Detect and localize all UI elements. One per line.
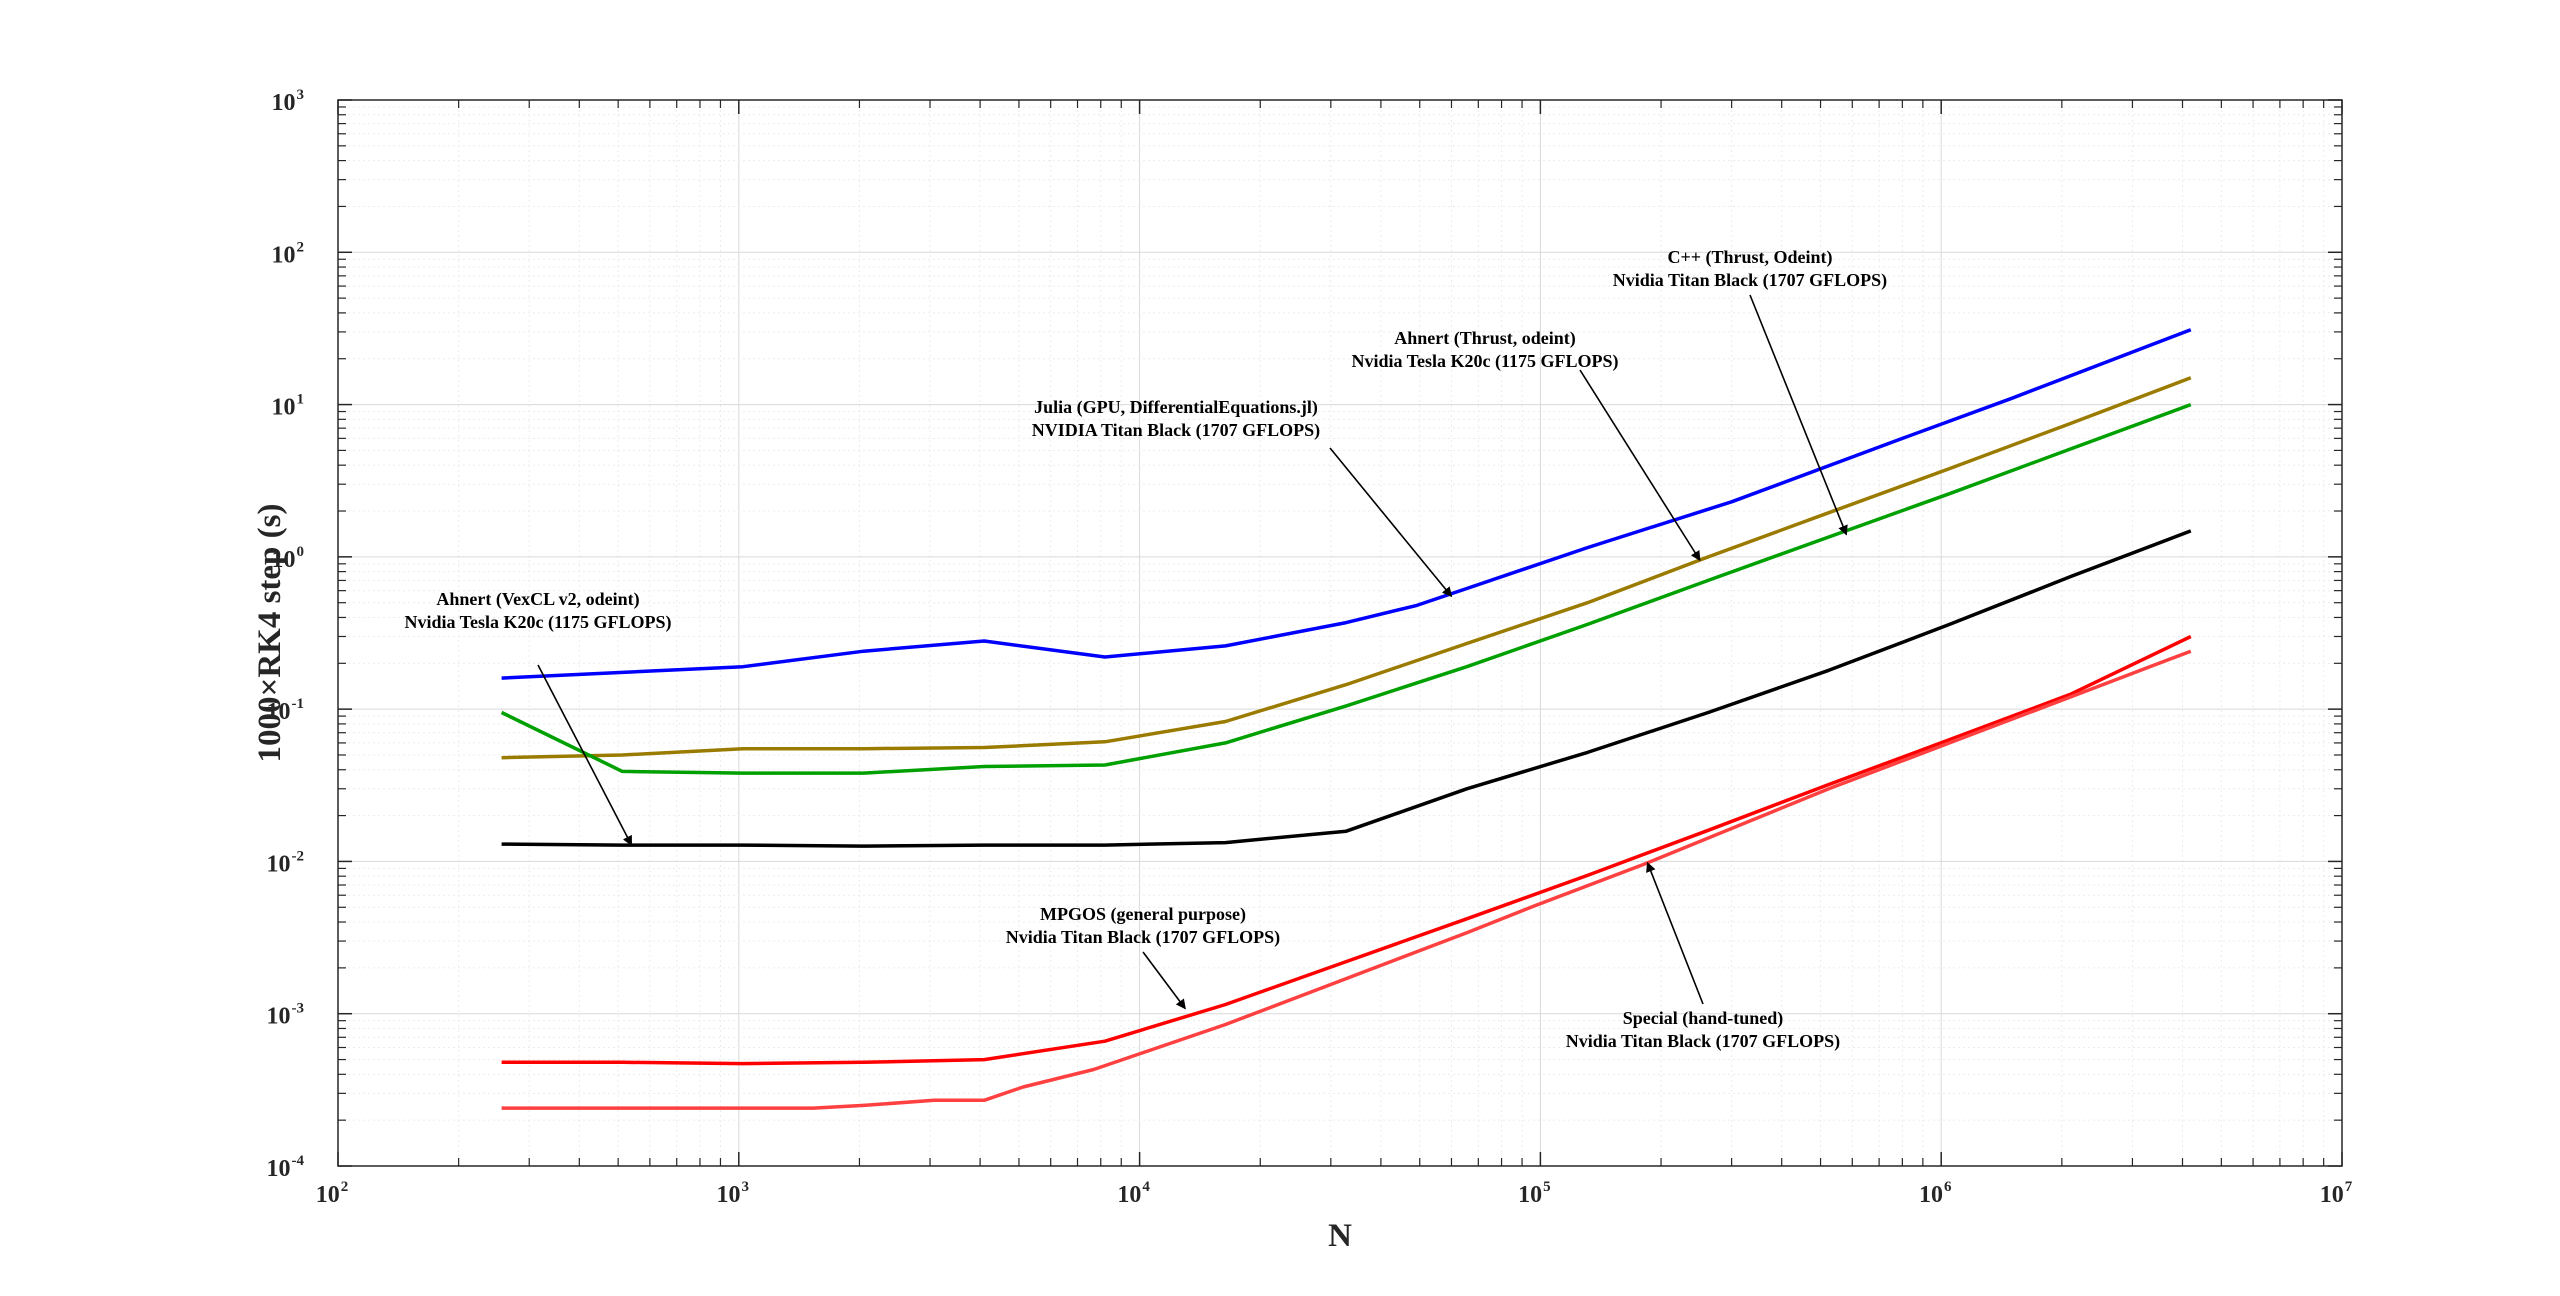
annotation-text: Julia (GPU, DifferentialEquations.jl) — [1034, 397, 1318, 418]
series-line-3 — [500, 402, 2192, 775]
grid — [338, 100, 2342, 1166]
series-line-4 — [501, 529, 2192, 848]
y-tick-label: 10-4 — [267, 1153, 305, 1182]
annotation-text: Nvidia Titan Black (1707 GFLOPS) — [1006, 927, 1280, 948]
y-tick-label: 102 — [272, 239, 305, 268]
series-layer — [500, 328, 2192, 1110]
annotation-text: C++ (Thrust, Odeint) — [1667, 247, 1832, 268]
annotation-arrow — [1579, 369, 1701, 562]
annotation-arrow — [1646, 861, 1704, 1005]
annotation-arrow — [1749, 294, 1848, 536]
annotation-text: Nvidia Titan Black (1707 GFLOPS) — [1566, 1031, 1840, 1052]
annotation-text: MPGOS (general purpose) — [1040, 904, 1246, 925]
series-line-1 — [501, 328, 2192, 680]
series-line-6 — [501, 649, 2192, 1110]
x-tick-label: 106 — [1919, 1179, 1952, 1208]
annotation-arrow — [537, 664, 633, 846]
plot-frame — [337, 99, 2343, 1167]
y-tick-label: 103 — [272, 87, 305, 116]
x-tick-label: 104 — [1117, 1179, 1150, 1208]
annotation-arrow — [1329, 447, 1453, 598]
y-axis-label: 1000×RK4 step (s) — [252, 504, 288, 763]
annotation-text: Nvidia Tesla K20c (1175 GFLOPS) — [404, 612, 671, 633]
annotations: C++ (Thrust, Odeint)Nvidia Titan Black (… — [404, 247, 1887, 1052]
x-tick-label: 103 — [717, 1179, 750, 1208]
annotation-text: Nvidia Titan Black (1707 GFLOPS) — [1613, 270, 1887, 291]
annotation-arrow — [1142, 951, 1186, 1010]
x-tick-label: 105 — [1518, 1179, 1551, 1208]
y-tick-label: 101 — [272, 392, 305, 421]
annotation-text: Nvidia Tesla K20c (1175 GFLOPS) — [1351, 351, 1618, 372]
x-axis-label: N — [1328, 1218, 1352, 1254]
x-tick-label: 102 — [316, 1179, 349, 1208]
annotation-text: Ahnert (VexCL v2, odeint) — [436, 589, 639, 610]
x-tick-label: 107 — [2320, 1179, 2353, 1208]
y-tick-label: 10-2 — [267, 848, 305, 877]
series-line-2 — [501, 376, 2192, 760]
annotation-text: Ahnert (Thrust, odeint) — [1394, 328, 1576, 349]
annotation-text: NVIDIA Titan Black (1707 GFLOPS) — [1032, 420, 1320, 441]
series-line-5 — [501, 634, 2192, 1066]
annotation-text: Special (hand-tuned) — [1623, 1008, 1784, 1029]
y-tick-label: 10-3 — [267, 1001, 305, 1030]
